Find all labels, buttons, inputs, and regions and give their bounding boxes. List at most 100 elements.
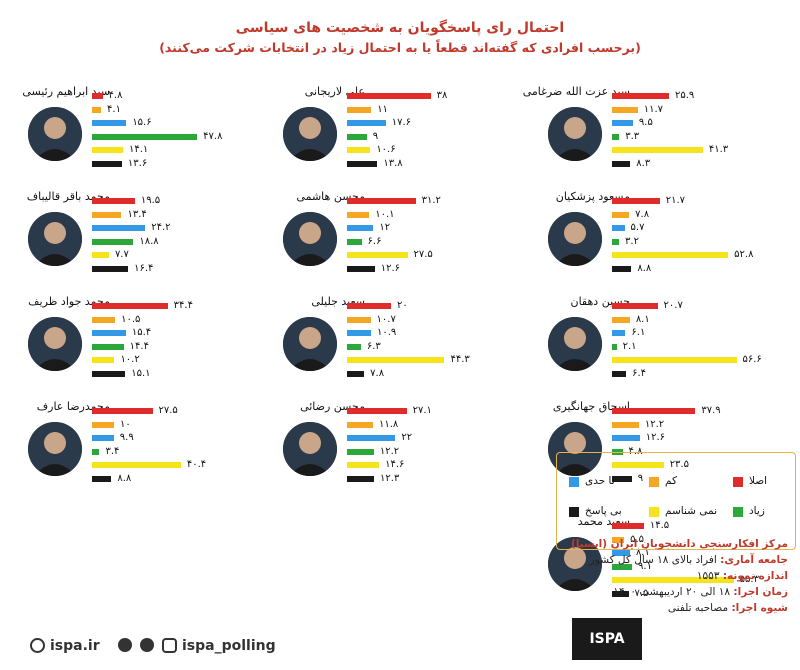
footer-site[interactable]: ispa.ir bbox=[50, 638, 100, 654]
bar-namishenasam bbox=[347, 252, 408, 258]
bar-kam bbox=[347, 211, 370, 218]
telegram-icon bbox=[140, 638, 154, 652]
candidate-name: محمدرضا عارف bbox=[36, 400, 110, 413]
candidate-name: سید ابراهیم رئیسی bbox=[22, 85, 110, 98]
bar-asla bbox=[612, 408, 696, 414]
legend: تا حدی کم اصلا بی پاسخ نمی شناسم زیاد bbox=[556, 452, 796, 550]
value-label-namishenasam: ۱۴.۶ bbox=[385, 459, 405, 470]
person-icon bbox=[28, 422, 82, 476]
person-icon bbox=[283, 212, 337, 266]
value-label-bipasokh: ۷.۵ bbox=[634, 587, 649, 599]
ispa-logo: ISPA bbox=[572, 618, 642, 660]
bar-asla bbox=[347, 408, 407, 414]
candidate-photo bbox=[28, 212, 82, 266]
value-label-tahaddi: ۱۰.۹ bbox=[376, 327, 397, 338]
value-label-kam: ۱۱.۸ bbox=[378, 418, 399, 430]
bar-bipasokh bbox=[612, 370, 627, 377]
value-label-kam: ۷.۸ bbox=[635, 208, 650, 220]
legend-swatch-ziad bbox=[733, 507, 743, 517]
person-icon bbox=[548, 107, 602, 161]
legend-swatch-tahaddi bbox=[569, 477, 579, 487]
bar-bipasokh bbox=[612, 160, 631, 167]
value-label-asla: ۲۱.۷ bbox=[665, 195, 686, 206]
value-label-tahaddi: ۱۵.۴ bbox=[131, 327, 152, 338]
person-icon bbox=[548, 422, 602, 476]
legend-swatch-asla bbox=[733, 477, 743, 487]
value-label-ziad: ۴.۸ bbox=[628, 445, 643, 457]
value-label-asla: ۲۰ bbox=[397, 300, 408, 311]
bar-tahaddi bbox=[612, 435, 640, 441]
bar-ziad bbox=[347, 238, 362, 245]
value-label-asla: ۳۴.۴ bbox=[173, 300, 193, 311]
value-label-namishenasam: ۱۰.۶ bbox=[376, 144, 396, 155]
value-label-kam: ۱۰.۵ bbox=[121, 313, 141, 325]
bar-asla bbox=[612, 303, 658, 309]
legend-swatch-kam bbox=[649, 477, 659, 487]
value-label-tahaddi: ۹.۹ bbox=[119, 432, 134, 443]
bar-kam bbox=[612, 211, 630, 218]
candidate-panel: سعید جلیلی ۲۰ ۱۰.۷ ۱۰.۹ ۶.۳ ۴۴.۳ ۷.۸ bbox=[255, 295, 505, 405]
bar-kam bbox=[92, 211, 122, 218]
bar-ziad bbox=[612, 563, 633, 570]
candidate-panel: محمدرضا عارف ۲۷.۵ ۱۰ ۹.۹ ۳.۴ ۴۰.۴ ۸.۸ bbox=[0, 400, 250, 510]
value-label-ziad: ۲.۱ bbox=[622, 340, 637, 352]
legend-swatch-namishenasam bbox=[649, 507, 659, 517]
chart-title: احتمال رای پاسخگویان به شخصیت های سیاسی bbox=[235, 20, 565, 36]
value-label-kam: ۱۱ bbox=[377, 103, 388, 115]
candidate-panel: حسین دهقان ۲۰.۷ ۸.۱ ۶.۱ ۲.۱ ۵۶.۶ ۶.۴ bbox=[520, 295, 770, 405]
info-sample: اندازه نمونه: ۱۵۵۳ bbox=[696, 570, 788, 582]
candidate-name: مسعود پزشکیان bbox=[555, 190, 630, 203]
value-label-kam: ۵.۵ bbox=[630, 533, 645, 545]
value-label-namishenasam: ۱۴.۱ bbox=[129, 144, 149, 155]
bar-asla bbox=[612, 93, 669, 99]
candidate-panel: سید عزت الله ضرغامی ۲۵.۹ ۱۱.۷ ۹.۵ ۳.۳ ۴۱.۳ ۸.۳ bbox=[520, 85, 770, 195]
value-label-ziad: ۹.۱ bbox=[638, 560, 652, 572]
value-label-namishenasam: ۷.۷ bbox=[114, 249, 129, 260]
value-label-tahaddi: ۶.۱ bbox=[631, 327, 646, 338]
value-label-tahaddi: ۹.۵ bbox=[638, 117, 653, 128]
bar-ziad bbox=[92, 133, 198, 140]
candidate-name: سید عزت الله ضرغامی bbox=[522, 85, 630, 98]
candidate-photo bbox=[548, 212, 602, 266]
bar-kam bbox=[92, 316, 116, 323]
value-label-asla: ۳۷.۹ bbox=[701, 405, 721, 416]
value-label-bipasokh: ۶.۴ bbox=[632, 367, 646, 379]
bar-bipasokh bbox=[612, 475, 632, 482]
value-label-kam: ۱۰.۷ bbox=[376, 313, 396, 325]
candidate-panel: سید ابراهیم رئیسی ۴.۸ ۴.۱ ۱۵.۶ ۴۷.۸ ۱۴.۱ ۱۳.۶ bbox=[0, 85, 250, 195]
bar-namishenasam bbox=[612, 357, 737, 363]
value-label-tahaddi: ۱۵.۶ bbox=[132, 117, 152, 128]
value-label-ziad: ۳.۲ bbox=[625, 235, 639, 247]
bar-ziad bbox=[92, 448, 100, 455]
info-method: شیوه اجرا: مصاحبه تلفنی bbox=[667, 602, 788, 614]
bar-asla bbox=[612, 523, 644, 529]
legend-label-asla: اصلا bbox=[749, 475, 768, 487]
candidate-photo bbox=[283, 317, 337, 371]
candidate-photo bbox=[283, 212, 337, 266]
bar-ziad bbox=[612, 448, 623, 455]
bar-kam bbox=[612, 316, 630, 323]
value-label-kam: ۱۱.۷ bbox=[643, 103, 664, 115]
value-label-bipasokh: ۹ bbox=[637, 472, 644, 484]
bar-asla bbox=[92, 198, 135, 204]
bar-tahaddi bbox=[92, 330, 126, 336]
value-label-bipasokh: ۱۲.۳ bbox=[380, 472, 400, 484]
value-label-namishenasam: ۵۵.۳ bbox=[739, 574, 759, 585]
person-icon bbox=[28, 107, 82, 161]
value-label-kam: ۱۳.۴ bbox=[127, 208, 147, 220]
value-label-namishenasam: ۲۷.۵ bbox=[413, 249, 433, 260]
person-icon bbox=[283, 422, 337, 476]
footer-handle[interactable]: ispa_polling bbox=[182, 638, 276, 654]
bar-namishenasam bbox=[92, 147, 124, 153]
info-org: مرکز افکارسنجی دانشجویان ایران (ایسپا) bbox=[571, 538, 788, 550]
value-label-namishenasam: ۴۴.۳ bbox=[450, 354, 470, 365]
bar-tahaddi bbox=[92, 120, 127, 126]
bar-tahaddi bbox=[612, 330, 626, 336]
bar-asla bbox=[92, 303, 168, 309]
bar-kam bbox=[612, 536, 625, 543]
value-label-tahaddi: ۲۴.۲ bbox=[151, 222, 171, 233]
candidate-photo bbox=[283, 422, 337, 476]
value-label-tahaddi: ۱۲.۶ bbox=[645, 432, 666, 443]
value-label-ziad: ۶.۳ bbox=[366, 340, 381, 352]
bar-ziad bbox=[612, 133, 620, 140]
